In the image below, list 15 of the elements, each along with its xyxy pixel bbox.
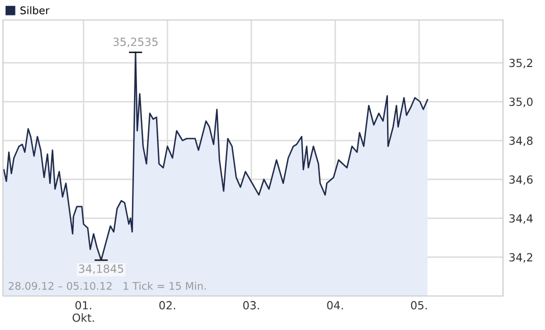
x-tick-label: 02. <box>159 301 176 310</box>
y-tick-label: 34,2 <box>509 253 532 263</box>
y-tick-label: 35,2 <box>509 58 532 68</box>
y-tick-label: 35,0 <box>509 98 533 108</box>
x-tick-label: 05. <box>411 301 427 310</box>
annotation: 35,2535 <box>113 38 158 48</box>
x-tick-label: 01. Okt. <box>72 301 94 322</box>
x-tick-label: 03. <box>243 301 259 310</box>
y-tick-label: 34,8 <box>509 136 533 146</box>
y-tick-label: 34,4 <box>509 214 533 224</box>
x-tick-label: 04. <box>327 301 343 310</box>
y-tick-label: 34,6 <box>509 175 533 185</box>
legend-label: Silber <box>20 6 50 14</box>
annotation: 28.09.12 – 05.10.12 1 Tick = 15 Min. <box>8 282 206 290</box>
annotation: 34,1845 <box>79 264 124 274</box>
